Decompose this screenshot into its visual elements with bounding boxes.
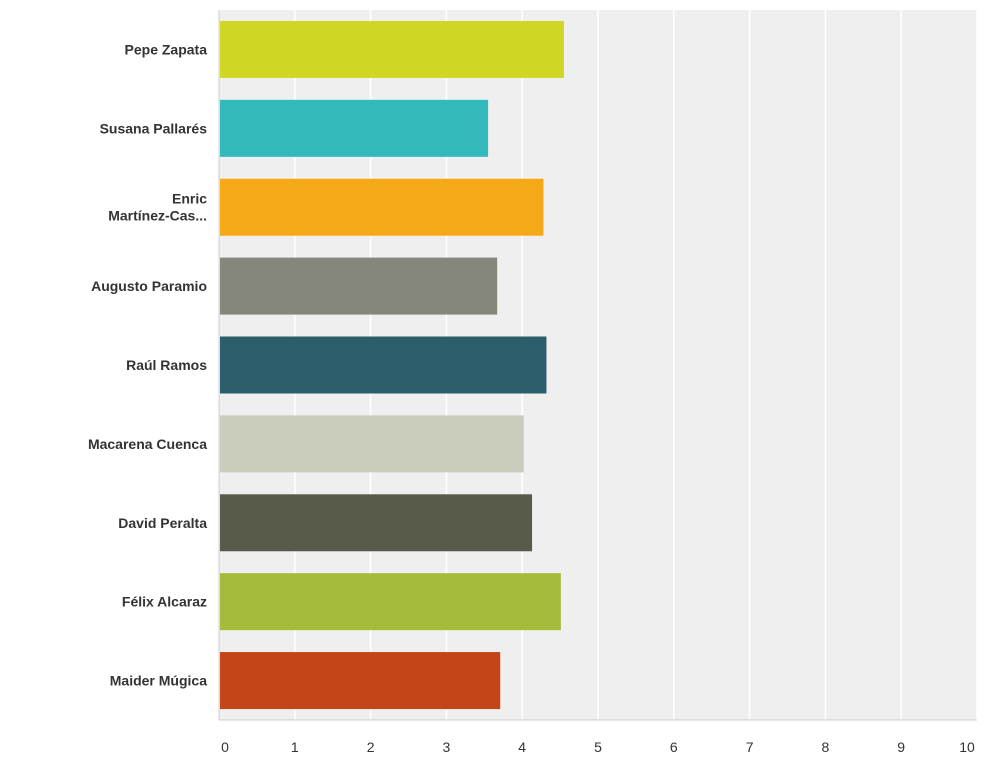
category-labels: Pepe Zapata Susana Pallarés EnricMartínez-… bbox=[88, 41, 207, 688]
bar[interactable] bbox=[220, 257, 498, 315]
x-tick-label: 9 bbox=[897, 739, 905, 755]
axes bbox=[218, 10, 977, 721]
bar[interactable] bbox=[220, 99, 489, 157]
category-label: Augusto Paramio bbox=[91, 278, 207, 294]
x-tick-labels: 0 1 2 3 4 5 6 7 8 9 10 bbox=[221, 739, 975, 755]
x-tick-label: 8 bbox=[822, 739, 830, 755]
x-tick-label: 0 bbox=[221, 739, 229, 755]
x-tick-label: 10 bbox=[959, 739, 975, 755]
x-tick-label: 1 bbox=[291, 739, 299, 755]
category-label: Maider Múgica bbox=[110, 673, 207, 689]
x-tick-label: 7 bbox=[746, 739, 754, 755]
bar[interactable] bbox=[220, 336, 547, 394]
category-label: Pepe Zapata bbox=[125, 41, 208, 57]
bar[interactable] bbox=[220, 573, 561, 631]
x-tick-label: 6 bbox=[670, 739, 678, 755]
category-label: Raúl Ramos bbox=[126, 357, 207, 373]
category-label: Martínez-Cas... bbox=[108, 208, 207, 224]
bar[interactable] bbox=[220, 178, 544, 236]
x-tick-label: 5 bbox=[594, 739, 602, 755]
x-tick-label: 2 bbox=[367, 739, 375, 755]
bar[interactable] bbox=[220, 20, 564, 78]
category-label: Enric bbox=[172, 191, 207, 207]
bar[interactable] bbox=[220, 652, 501, 710]
x-tick-label: 3 bbox=[443, 739, 451, 755]
category-label: Susana Pallarés bbox=[100, 120, 208, 136]
category-label: David Peralta bbox=[118, 515, 207, 531]
category-label: Félix Alcaraz bbox=[122, 594, 207, 610]
category-label: Macarena Cuenca bbox=[88, 436, 207, 452]
x-tick-label: 4 bbox=[518, 739, 526, 755]
bars bbox=[220, 20, 564, 710]
bar[interactable] bbox=[220, 415, 524, 473]
bar[interactable] bbox=[220, 494, 533, 552]
